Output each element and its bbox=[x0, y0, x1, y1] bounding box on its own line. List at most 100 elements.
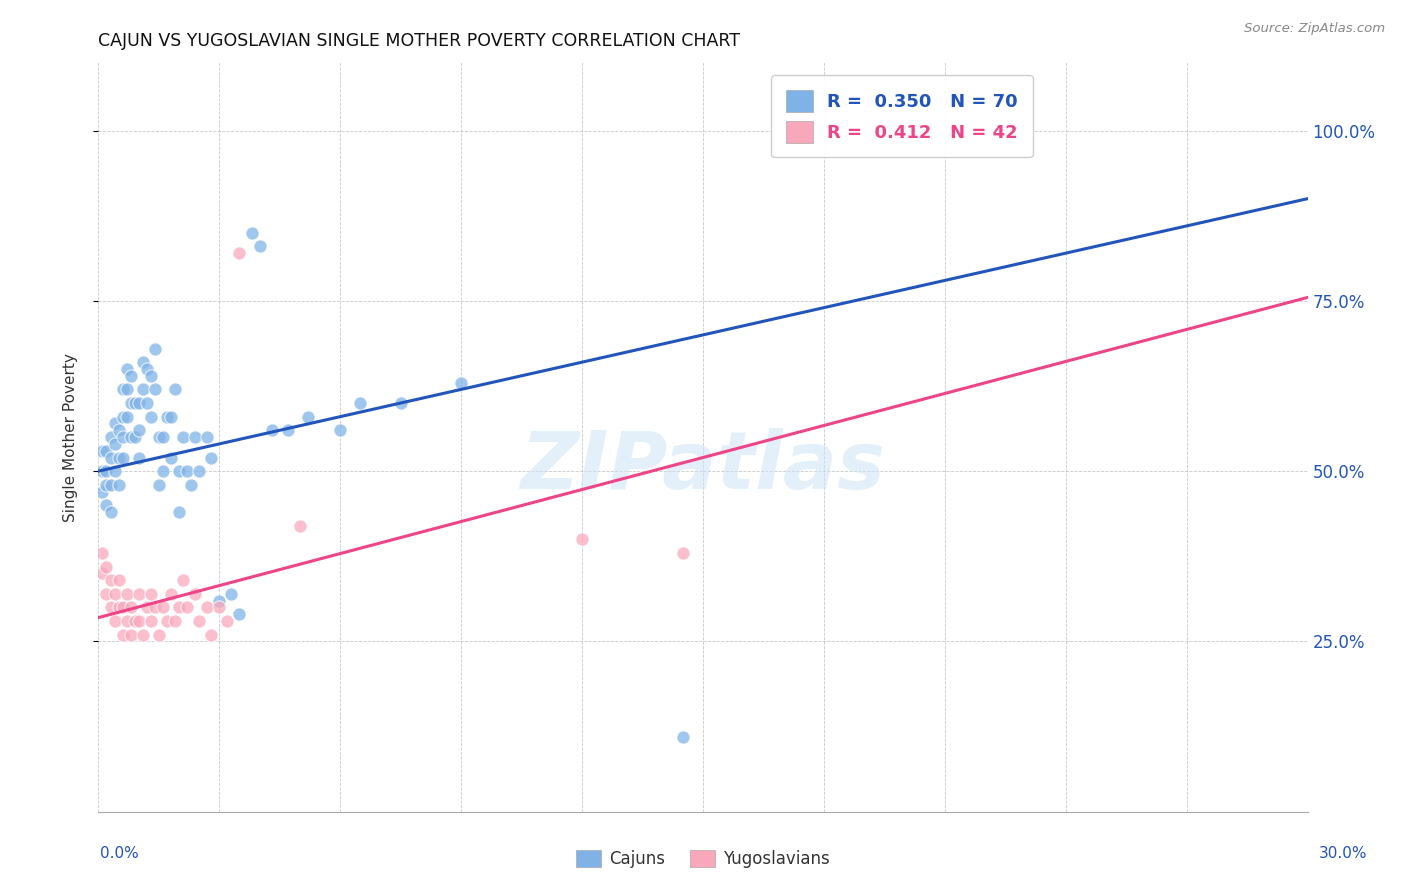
Point bbox=[107, 600, 129, 615]
Point bbox=[132, 627, 155, 641]
Point bbox=[176, 464, 198, 478]
Point bbox=[103, 587, 125, 601]
Point bbox=[128, 587, 150, 601]
Point bbox=[135, 600, 157, 615]
Point bbox=[96, 559, 118, 574]
Point bbox=[115, 362, 138, 376]
Point bbox=[217, 614, 239, 628]
Point bbox=[100, 430, 122, 444]
Point bbox=[200, 627, 222, 641]
Point bbox=[120, 430, 142, 444]
Point bbox=[139, 409, 162, 424]
Point bbox=[160, 409, 183, 424]
Legend: R =  0.350   N = 70, R =  0.412   N = 42: R = 0.350 N = 70, R = 0.412 N = 42 bbox=[772, 75, 1032, 157]
Point bbox=[103, 417, 125, 431]
Point bbox=[208, 593, 231, 607]
Point bbox=[389, 396, 412, 410]
Point bbox=[160, 587, 183, 601]
Point bbox=[188, 614, 211, 628]
Legend: Cajuns, Yugoslavians: Cajuns, Yugoslavians bbox=[569, 843, 837, 875]
Point bbox=[195, 600, 218, 615]
Point bbox=[148, 627, 170, 641]
Point bbox=[200, 450, 222, 465]
Point bbox=[120, 600, 142, 615]
Point bbox=[115, 614, 138, 628]
Point bbox=[115, 383, 138, 397]
Text: 30.0%: 30.0% bbox=[1319, 847, 1367, 861]
Point bbox=[184, 430, 207, 444]
Point bbox=[277, 423, 299, 437]
Point bbox=[156, 409, 179, 424]
Point bbox=[139, 368, 162, 383]
Point bbox=[160, 450, 183, 465]
Point bbox=[571, 533, 593, 547]
Point bbox=[128, 614, 150, 628]
Point bbox=[96, 464, 118, 478]
Point bbox=[124, 614, 146, 628]
Point bbox=[111, 627, 134, 641]
Point bbox=[176, 600, 198, 615]
Point bbox=[128, 450, 150, 465]
Point bbox=[260, 423, 283, 437]
Point bbox=[115, 587, 138, 601]
Point bbox=[91, 566, 114, 581]
Point bbox=[221, 587, 243, 601]
Point bbox=[228, 246, 250, 260]
Point bbox=[96, 443, 118, 458]
Point bbox=[288, 518, 311, 533]
Point bbox=[103, 437, 125, 451]
Point bbox=[152, 430, 174, 444]
Point bbox=[163, 614, 186, 628]
Point bbox=[672, 546, 695, 560]
Point bbox=[135, 362, 157, 376]
Point bbox=[111, 430, 134, 444]
Point bbox=[172, 573, 194, 587]
Point bbox=[103, 614, 125, 628]
Point bbox=[100, 477, 122, 491]
Point bbox=[124, 396, 146, 410]
Point bbox=[180, 477, 202, 491]
Point bbox=[143, 383, 166, 397]
Point bbox=[156, 614, 179, 628]
Point bbox=[100, 450, 122, 465]
Point bbox=[143, 342, 166, 356]
Point bbox=[115, 409, 138, 424]
Point bbox=[111, 600, 134, 615]
Point bbox=[297, 409, 319, 424]
Point bbox=[329, 423, 352, 437]
Point bbox=[120, 627, 142, 641]
Point bbox=[111, 409, 134, 424]
Point bbox=[349, 396, 371, 410]
Point bbox=[148, 430, 170, 444]
Y-axis label: Single Mother Poverty: Single Mother Poverty bbox=[63, 352, 77, 522]
Point bbox=[103, 464, 125, 478]
Point bbox=[120, 396, 142, 410]
Point bbox=[91, 484, 114, 499]
Point bbox=[184, 587, 207, 601]
Point bbox=[91, 464, 114, 478]
Point bbox=[128, 396, 150, 410]
Text: Source: ZipAtlas.com: Source: ZipAtlas.com bbox=[1244, 22, 1385, 36]
Point bbox=[96, 498, 118, 512]
Point bbox=[107, 423, 129, 437]
Point bbox=[672, 730, 695, 744]
Point bbox=[132, 355, 155, 369]
Point bbox=[111, 383, 134, 397]
Point bbox=[91, 546, 114, 560]
Text: 0.0%: 0.0% bbox=[100, 847, 139, 861]
Point bbox=[132, 383, 155, 397]
Point bbox=[124, 430, 146, 444]
Point bbox=[139, 614, 162, 628]
Point bbox=[100, 505, 122, 519]
Point bbox=[143, 600, 166, 615]
Point bbox=[100, 600, 122, 615]
Point bbox=[148, 477, 170, 491]
Point bbox=[107, 573, 129, 587]
Point bbox=[107, 477, 129, 491]
Point bbox=[163, 383, 186, 397]
Point bbox=[135, 396, 157, 410]
Point bbox=[188, 464, 211, 478]
Point bbox=[249, 239, 271, 253]
Point bbox=[195, 430, 218, 444]
Point bbox=[100, 573, 122, 587]
